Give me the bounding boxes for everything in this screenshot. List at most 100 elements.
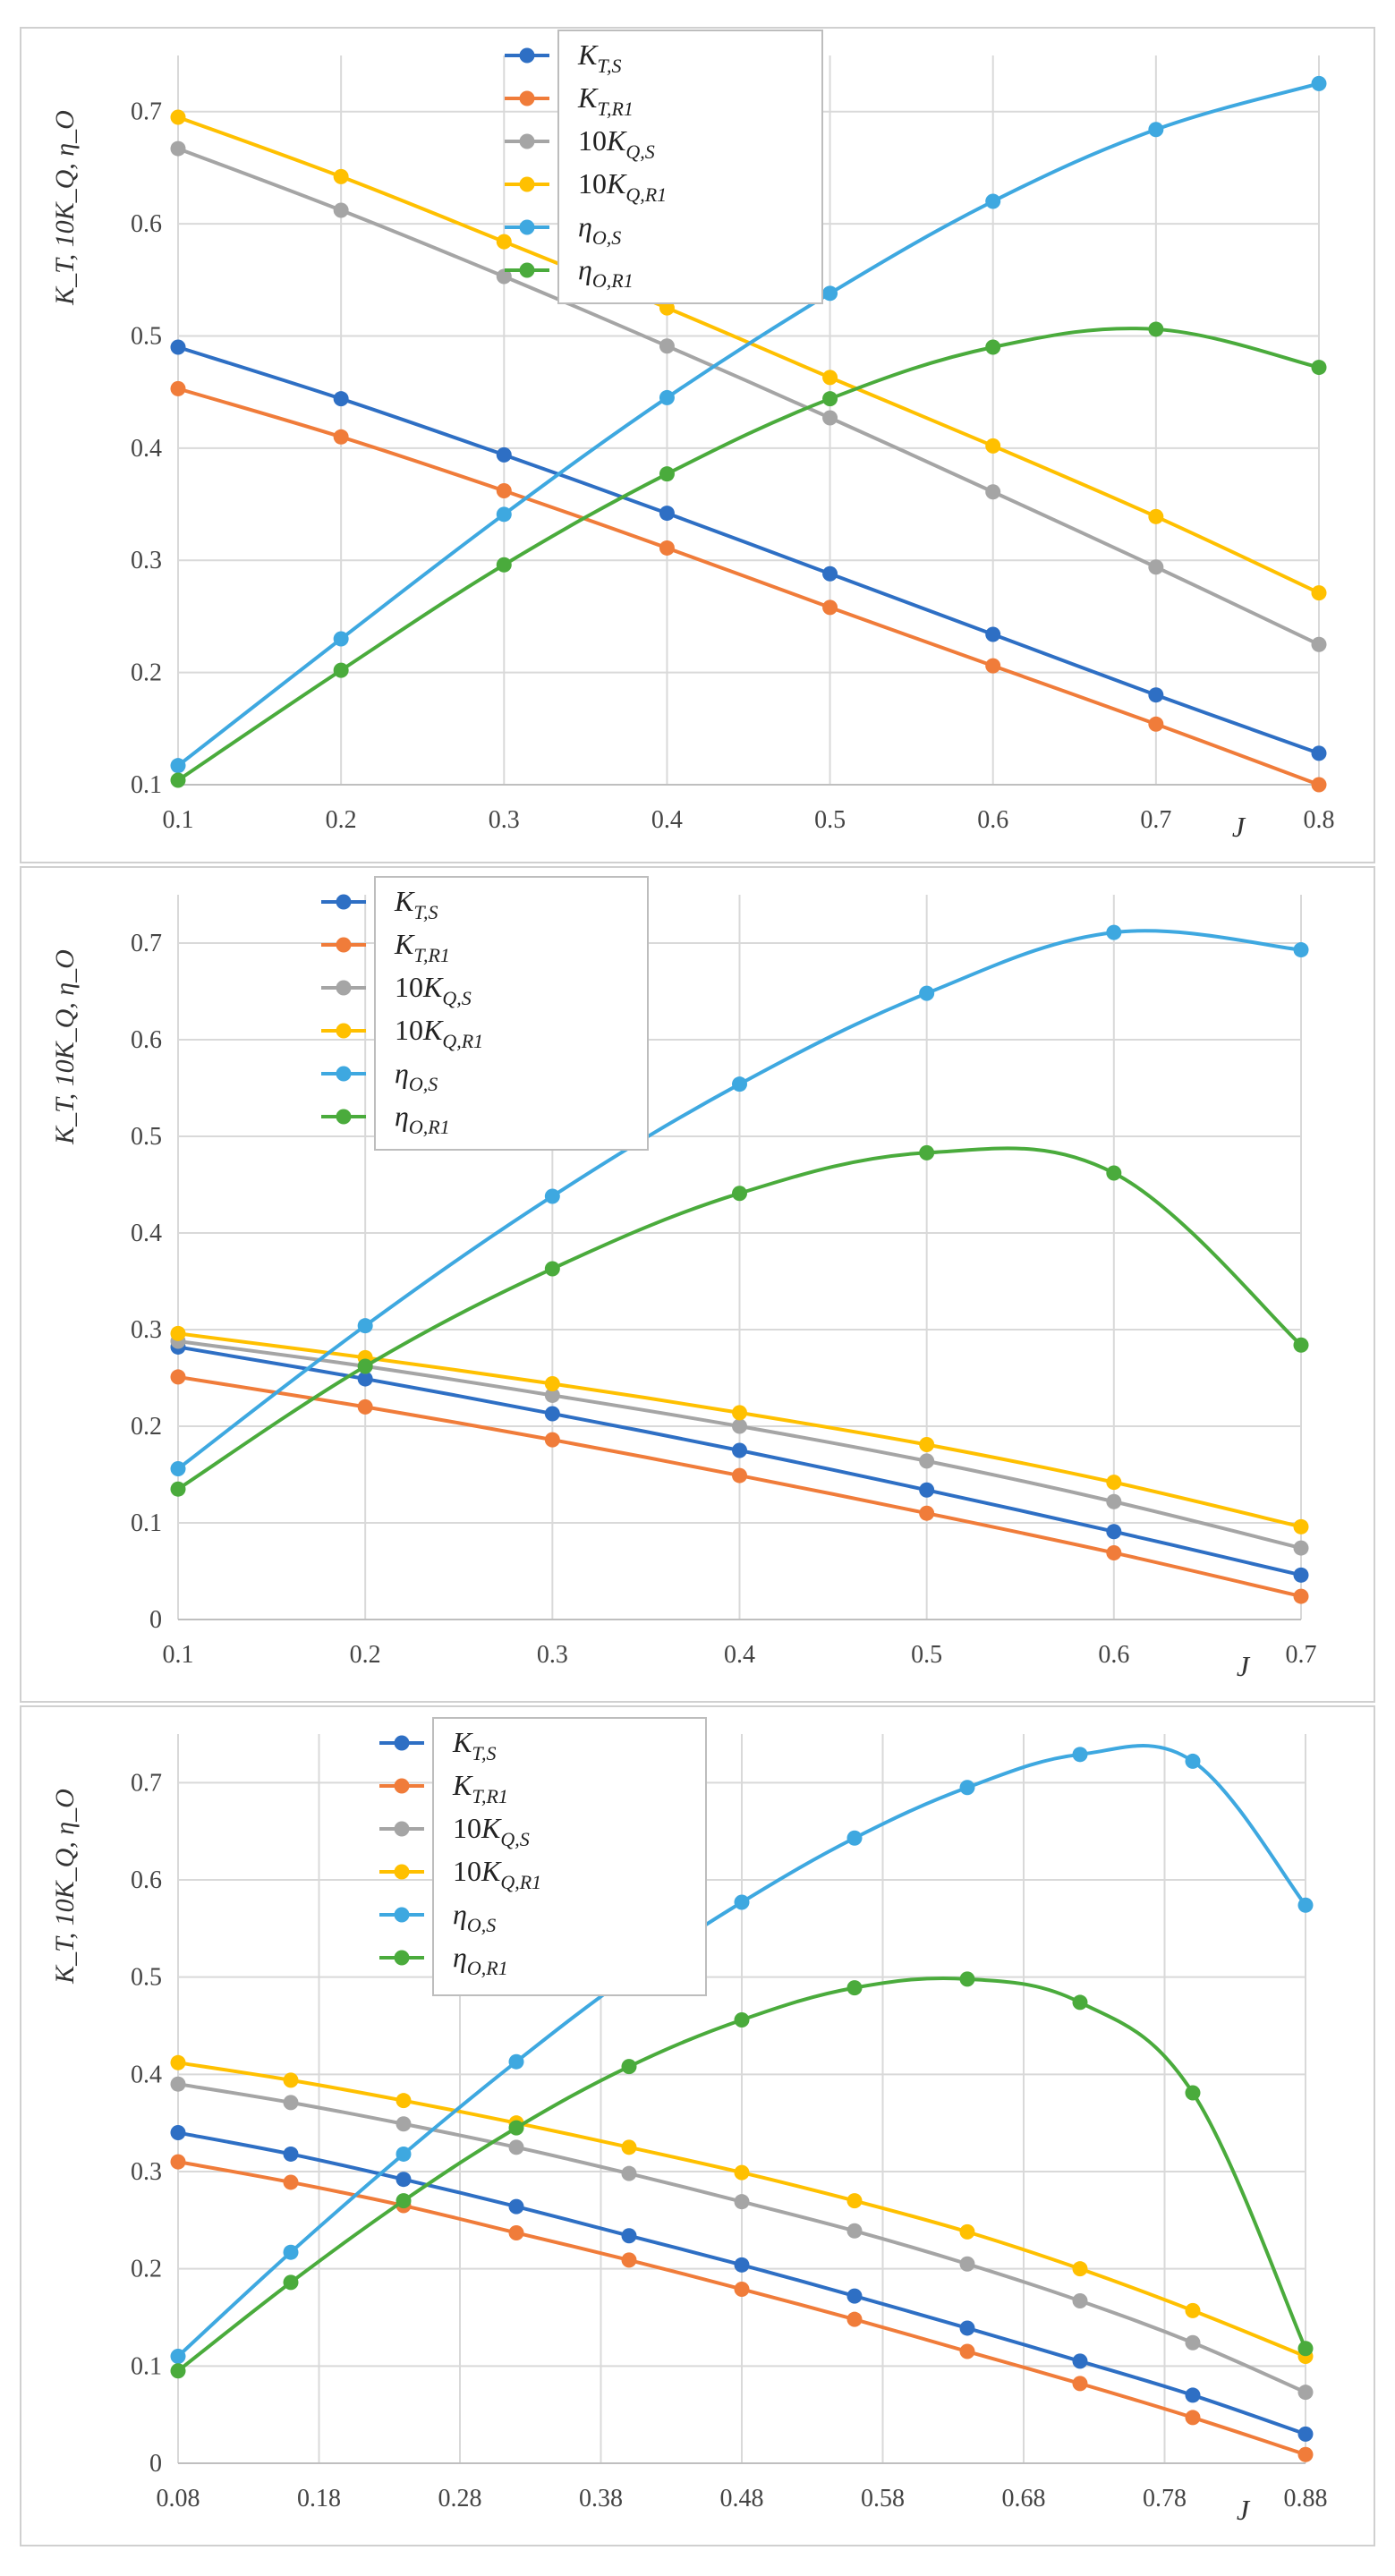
chart-panel-3: 0 0.1 0.2 0.3 0.4 0.5 0.6 0.7 0.08 0.18 0.28 0.38 0.… — [20, 1705, 1375, 2546]
x-tick-label: 0.4 — [724, 1641, 755, 1669]
data-point — [621, 2165, 637, 2181]
x-tick-label: 0.08 — [157, 2485, 200, 2512]
x-tick-label: 0.28 — [438, 2485, 482, 2512]
data-point — [508, 2120, 524, 2136]
y-tick-label: 0.2 — [131, 659, 162, 687]
data-point — [1185, 2410, 1201, 2426]
data-point — [822, 599, 838, 616]
legend-swatch-marker — [394, 1907, 410, 1923]
y-tick-label: 0.7 — [131, 930, 162, 957]
data-point — [1311, 745, 1327, 761]
data-point — [170, 772, 186, 788]
legend-swatch-marker — [336, 894, 352, 910]
data-point — [919, 985, 935, 1001]
data-point — [822, 410, 838, 426]
data-point — [1185, 2334, 1201, 2351]
data-point — [1185, 2302, 1201, 2318]
legend-label: 10KQ,S — [395, 971, 472, 1009]
data-point — [822, 370, 838, 386]
series-0 — [170, 339, 1327, 761]
chart-panel-1: 0.1 0.2 0.3 0.4 0.5 0.6 0.7 0.1 0.2 0.3 0.4 0.5 0.6 0… — [20, 27, 1375, 863]
data-point — [496, 234, 512, 250]
y-tick-label: 0.1 — [131, 1509, 162, 1537]
data-point — [919, 1437, 935, 1453]
series-1 — [170, 2154, 1314, 2462]
data-point — [283, 2072, 299, 2088]
legend-box — [557, 30, 823, 304]
chart-3-svg: 0 0.1 0.2 0.3 0.4 0.5 0.6 0.7 0.08 0.18 0.28 0.38 0.… — [50, 1717, 1328, 2526]
data-point — [170, 1369, 186, 1385]
data-point — [396, 2172, 412, 2188]
data-point — [822, 565, 838, 582]
series-2 — [170, 140, 1327, 652]
data-point — [734, 2164, 750, 2181]
data-point — [508, 2224, 524, 2240]
data-point — [1148, 321, 1164, 337]
data-point — [333, 631, 349, 647]
data-point — [734, 2011, 750, 2028]
y-tick-label: 0.2 — [131, 1413, 162, 1441]
data-point — [732, 1467, 747, 1484]
data-point — [170, 1461, 186, 1477]
data-point — [283, 2244, 299, 2260]
y-axis-label: K_T, 10K_Q, η_O — [50, 110, 80, 306]
y-axis-label: K_T, 10K_Q, η_O — [50, 949, 80, 1145]
x-axis-label: J — [1237, 2494, 1251, 2526]
y-tick-label: 0.5 — [131, 1123, 162, 1151]
data-point — [732, 1405, 747, 1421]
data-point — [985, 626, 1001, 642]
data-point — [1106, 1524, 1122, 1540]
legend-label: 10KQ,R1 — [453, 1855, 541, 1893]
data-point — [919, 1482, 935, 1498]
series-0 — [170, 2125, 1314, 2442]
data-point — [1185, 1753, 1201, 1769]
data-point — [496, 557, 512, 573]
data-point — [1072, 2293, 1088, 2309]
legend-label: ηO,R1 — [395, 1100, 450, 1138]
data-point — [1148, 508, 1164, 524]
data-point — [170, 1325, 186, 1341]
legend: KT,S KT,R1 10KQ,S 10KQ,R1 ηO,S ηO,R1 — [505, 30, 823, 304]
data-point — [985, 339, 1001, 355]
data-point — [170, 2348, 186, 2364]
y-tick-label: 0.6 — [131, 210, 162, 238]
legend: KT,S KT,R1 10KQ,S 10KQ,R1 ηO,S ηO,R1 — [321, 876, 649, 1151]
legend-swatch-marker — [394, 1821, 410, 1837]
legend-swatch-marker — [519, 262, 535, 278]
data-point — [1293, 1540, 1309, 1556]
data-point — [357, 1371, 373, 1387]
legend-swatch-marker — [336, 1066, 352, 1082]
data-point — [822, 391, 838, 407]
data-point — [959, 2343, 975, 2359]
legend-label: KT,S — [394, 885, 438, 923]
data-point — [1072, 2376, 1088, 2392]
data-point — [357, 1399, 373, 1415]
data-point — [732, 1442, 747, 1458]
data-point — [1106, 1165, 1122, 1181]
y-tick-label: 0.5 — [131, 322, 162, 350]
data-point — [1148, 687, 1164, 703]
data-point — [1311, 636, 1327, 652]
data-point — [508, 2139, 524, 2155]
data-point — [1106, 1544, 1122, 1560]
data-point — [544, 1188, 560, 1204]
data-point — [985, 193, 1001, 209]
data-point — [959, 2320, 975, 2336]
y-tick-label: 0.4 — [131, 1220, 162, 1247]
chart-2-svg: 00.10.20.30.40.50.60.70.1 0.2 0.3 0.4 0.5 0.6… — [50, 876, 1317, 1682]
y-tick-label: 0 — [149, 1606, 162, 1634]
data-point — [734, 1894, 750, 1910]
chart-1-svg: 0.1 0.2 0.3 0.4 0.5 0.6 0.7 0.1 0.2 0.3 0.4 0.5 0.6 0… — [50, 30, 1335, 843]
legend-swatch-marker — [519, 176, 535, 192]
x-tick-label: 0.4 — [651, 806, 683, 834]
data-point — [1148, 122, 1164, 138]
series-1 — [170, 380, 1327, 793]
data-point — [846, 2223, 863, 2239]
x-tick-label: 0.58 — [861, 2485, 905, 2512]
x-tick-label: 0.1 — [163, 806, 194, 834]
legend-swatch-marker — [519, 219, 535, 235]
data-point — [1106, 1493, 1122, 1509]
data-point — [659, 466, 675, 482]
y-tick-label: 0.1 — [131, 2352, 162, 2380]
data-point — [659, 389, 675, 405]
